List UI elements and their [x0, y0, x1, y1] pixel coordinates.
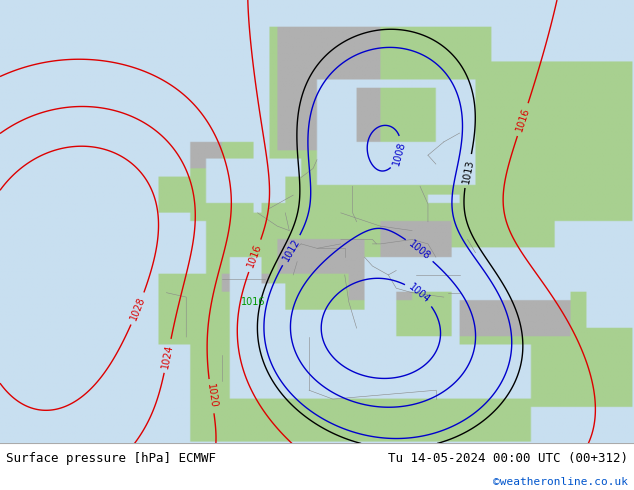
Text: ©weatheronline.co.uk: ©weatheronline.co.uk [493, 477, 628, 487]
Text: 1016: 1016 [246, 243, 264, 269]
Text: 1016: 1016 [242, 296, 266, 307]
Text: 1028: 1028 [129, 295, 147, 322]
Text: 1004: 1004 [407, 282, 432, 306]
Text: 1013: 1013 [461, 158, 476, 184]
Text: 1024: 1024 [160, 343, 175, 369]
Text: 1008: 1008 [407, 239, 432, 262]
Text: Tu 14-05-2024 00:00 UTC (00+312): Tu 14-05-2024 00:00 UTC (00+312) [387, 452, 628, 465]
Text: Surface pressure [hPa] ECMWF: Surface pressure [hPa] ECMWF [6, 452, 216, 465]
Text: 1020: 1020 [205, 383, 218, 409]
Text: 1016: 1016 [514, 106, 531, 133]
Text: 1008: 1008 [391, 140, 408, 166]
Text: 1012: 1012 [281, 237, 302, 264]
